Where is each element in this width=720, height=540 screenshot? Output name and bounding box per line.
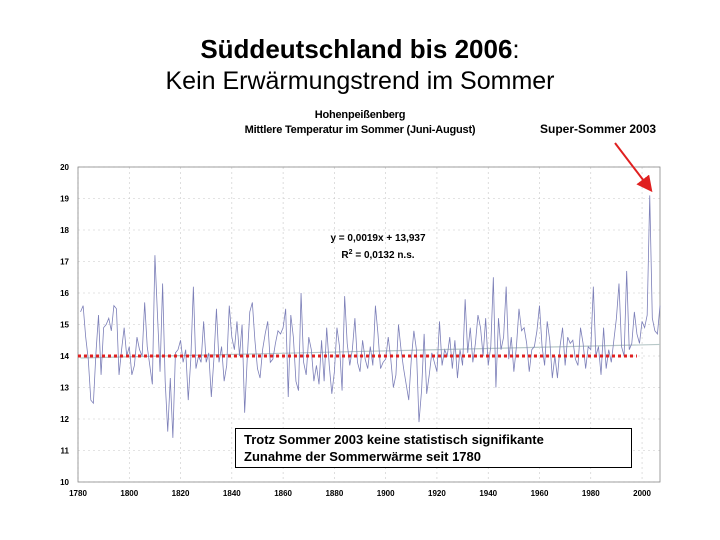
chart-title: Hohenpeißenberg bbox=[314, 109, 406, 121]
y-axis-ticks: 10 11 12 13 14 15 16 17 18 19 20 bbox=[60, 163, 69, 487]
y-tick-label: 10 bbox=[60, 478, 69, 487]
y-tick-label: 18 bbox=[60, 226, 69, 235]
y-tick-label: 15 bbox=[60, 321, 69, 330]
x-tick-label: 1840 bbox=[223, 489, 241, 498]
trend-line bbox=[80, 343, 661, 359]
x-tick-label: 1900 bbox=[377, 489, 395, 498]
slide-subtitle: Kein Erwärmungstrend im Sommer bbox=[165, 67, 555, 95]
x-tick-label: 1980 bbox=[582, 489, 600, 498]
plot-frame bbox=[77, 166, 661, 483]
x-tick-label: 1880 bbox=[325, 489, 343, 498]
note-box: Trotz Sommer 2003 keine statistisch sign… bbox=[235, 428, 632, 468]
y-tick-label: 14 bbox=[60, 352, 69, 361]
x-tick-label: 1940 bbox=[479, 489, 497, 498]
x-axis-ticks: 1780 1800 1820 1840 1860 1880 1900 1920 1940 1960… bbox=[69, 489, 651, 498]
x-tick-label: 2000 bbox=[633, 489, 651, 498]
y-tick-label: 12 bbox=[60, 415, 69, 424]
regression-equation: y = 0,0019x + 13,937 bbox=[330, 233, 426, 244]
r2-prefix: R bbox=[341, 250, 349, 261]
callout-label: Super-Sommer 2003 bbox=[540, 122, 657, 136]
x-tick-label: 1820 bbox=[172, 489, 190, 498]
x-tick-label: 1960 bbox=[531, 489, 549, 498]
y-tick-label: 17 bbox=[60, 258, 69, 267]
x-tick-label: 1920 bbox=[428, 489, 446, 498]
x-tick-label: 1860 bbox=[274, 489, 292, 498]
slide-title-colon: : bbox=[512, 34, 520, 64]
chart-subtitle: Mittlere Temperatur im Sommer (Juni-Augu… bbox=[244, 124, 476, 136]
note-line-2: Zunahme der Sommerwärme seit 1780 bbox=[244, 449, 481, 464]
chart-title-block: Hohenpeißenberg Mittlere Temperatur im S… bbox=[200, 108, 520, 138]
temperature-series-line bbox=[80, 195, 661, 438]
r2-suffix: = 0,0132 n.s. bbox=[353, 250, 415, 261]
x-tick-label: 1800 bbox=[120, 489, 138, 498]
y-tick-label: 20 bbox=[60, 163, 69, 172]
slide-title-main: Süddeutschland bis 2006 bbox=[200, 34, 513, 64]
r-squared-label: R2 = 0,0132 n.s. bbox=[341, 249, 414, 261]
y-tick-label: 11 bbox=[61, 447, 70, 456]
note-line-1: Trotz Sommer 2003 keine statistisch sign… bbox=[244, 432, 544, 447]
y-tick-label: 13 bbox=[60, 384, 69, 393]
x-tick-label: 1780 bbox=[69, 489, 87, 498]
callout-arrow-icon bbox=[614, 142, 653, 193]
slide-title: Süddeutschland bis 2006: bbox=[0, 34, 720, 65]
y-tick-label: 19 bbox=[60, 195, 69, 204]
r2-superscript: 2 bbox=[349, 249, 353, 256]
y-tick-label: 16 bbox=[60, 289, 69, 298]
